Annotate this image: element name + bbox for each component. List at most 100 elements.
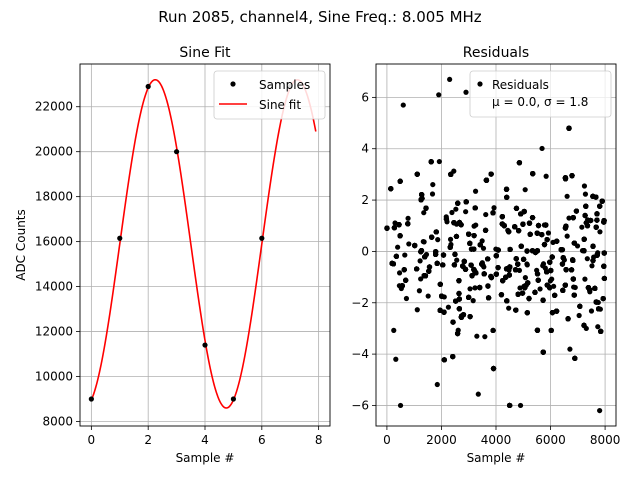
residual-point	[597, 229, 603, 235]
residual-point	[454, 257, 460, 263]
residual-point	[447, 244, 453, 250]
residual-point	[571, 292, 577, 298]
residual-point	[477, 284, 483, 291]
sine-fit-xtick-label: 6	[258, 433, 266, 447]
residual-point	[535, 277, 541, 283]
sine-fit-ytick-label: 20000	[35, 145, 73, 159]
residuals-axes-frame	[375, 63, 617, 427]
residual-point	[500, 278, 506, 284]
residuals-ytick-label: 2	[361, 193, 369, 207]
sine-fit-xtick-label: 8	[315, 433, 323, 447]
residual-point	[543, 173, 549, 179]
residual-point	[453, 206, 459, 212]
residual-point	[539, 145, 545, 152]
residual-point	[581, 183, 588, 189]
residual-outlier-point	[463, 89, 469, 95]
residual-point	[451, 220, 457, 226]
legend-samples-label: Samples	[259, 78, 310, 92]
residual-point	[598, 328, 604, 334]
residual-point	[534, 230, 540, 236]
residual-point	[493, 271, 499, 277]
residuals-axes: 0 2000 4000 6000 8000 −6 −4 −2 0 2 4 6 Residuals Sa…	[351, 45, 620, 465]
residual-point	[581, 248, 587, 254]
residual-point	[475, 391, 481, 397]
residual-point	[552, 292, 558, 298]
residual-point	[582, 212, 588, 219]
residual-point	[395, 244, 401, 250]
sine-fit-ytick-label: 14000	[35, 280, 73, 294]
residual-point	[577, 303, 583, 309]
residual-point	[425, 293, 431, 299]
residual-point	[512, 224, 518, 230]
residual-point	[440, 262, 446, 268]
residual-point	[422, 254, 428, 260]
residual-point	[545, 230, 552, 236]
residual-point	[396, 270, 403, 276]
residual-point	[539, 231, 545, 238]
residual-point	[467, 240, 473, 247]
residual-point	[516, 267, 523, 274]
sample-point	[173, 149, 180, 155]
residual-point	[513, 307, 519, 313]
sample-point	[230, 396, 237, 402]
residual-point	[403, 295, 410, 302]
residual-point	[560, 287, 566, 293]
figure-suptitle: Run 2085, channel4, Sine Freq.: 8.005 MH…	[158, 8, 482, 26]
residual-point	[543, 222, 549, 228]
sine-fit-ytick-label: 22000	[35, 100, 73, 114]
residual-point	[549, 309, 556, 316]
sine-fit-ytick-label: 12000	[35, 325, 73, 339]
residual-point	[421, 273, 427, 279]
residual-point	[437, 307, 443, 313]
residual-point	[526, 220, 533, 226]
residual-point	[569, 173, 575, 179]
residual-point	[483, 177, 490, 183]
residual-point	[544, 236, 550, 243]
residual-point	[547, 285, 553, 291]
residual-point	[544, 269, 550, 275]
residual-point	[474, 333, 480, 339]
residual-point	[490, 365, 497, 372]
residual-point	[567, 346, 573, 352]
residual-point	[588, 217, 594, 224]
residual-point	[540, 349, 546, 355]
residual-point	[453, 233, 460, 240]
residual-point	[391, 225, 398, 231]
residual-point	[456, 278, 462, 284]
residual-point	[406, 241, 412, 247]
residual-point	[490, 327, 496, 334]
residual-point	[554, 238, 560, 244]
residual-point	[507, 246, 513, 253]
residual-point	[566, 215, 572, 221]
residual-point	[593, 224, 599, 230]
sample-point	[259, 235, 265, 241]
residual-point	[529, 214, 536, 221]
residual-point	[499, 221, 505, 227]
residual-point	[426, 268, 432, 274]
residual-point	[421, 239, 427, 245]
residuals-ytick-label: −2	[351, 296, 369, 310]
residual-point	[418, 276, 424, 282]
residual-point	[435, 237, 441, 243]
residual-point	[601, 275, 608, 282]
legend-samples-marker	[230, 81, 236, 87]
residual-point	[506, 305, 512, 311]
residual-point	[588, 308, 595, 314]
residual-point	[493, 253, 499, 259]
residual-point	[439, 293, 445, 299]
residual-point	[562, 175, 569, 181]
residual-point	[421, 210, 427, 216]
residual-point	[499, 214, 505, 220]
residual-point	[583, 203, 589, 209]
residual-point	[429, 234, 435, 240]
residual-point	[522, 285, 528, 291]
residual-point	[549, 276, 555, 282]
residual-point	[548, 327, 554, 334]
residual-point	[551, 283, 557, 289]
residual-point	[430, 181, 436, 188]
residual-point	[597, 203, 603, 209]
sample-point	[88, 396, 94, 402]
residual-point	[529, 248, 536, 254]
residual-point	[592, 285, 598, 291]
residual-point	[447, 236, 454, 242]
